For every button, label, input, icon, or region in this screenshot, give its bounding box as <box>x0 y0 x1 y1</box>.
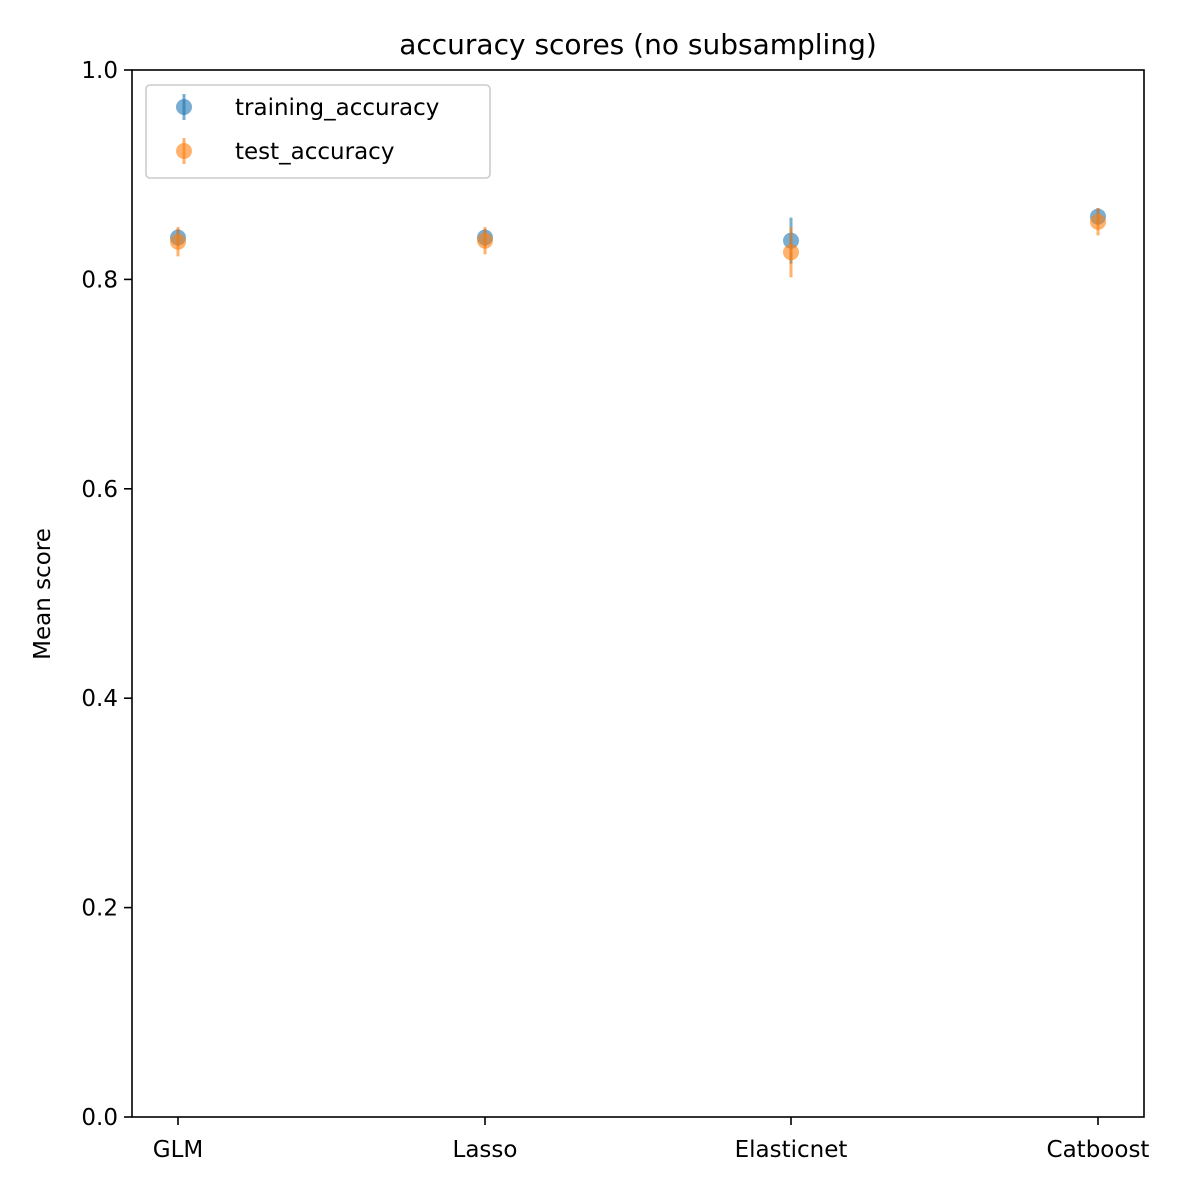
data-point <box>783 244 799 261</box>
plot-frame <box>131 69 1145 1118</box>
data-point <box>477 232 493 249</box>
y-axis-label: Mean score <box>30 528 56 660</box>
chart-title: accuracy scores (no subsampling) <box>399 28 877 61</box>
y-tick-label: 0.0 <box>81 1105 118 1131</box>
data-marks <box>170 208 1106 278</box>
legend-frame <box>145 84 491 179</box>
y-axis-ticks: 0.0 0.2 0.4 0.6 0.8 1.0 <box>81 58 132 1131</box>
y-tick-label: 0.6 <box>81 477 118 503</box>
x-tick-label: Elasticnet <box>735 1137 848 1163</box>
x-tick-label: Catboost <box>1047 1137 1150 1163</box>
x-axis-ticks: GLM Lasso Elasticnet Catboost <box>153 1117 1150 1163</box>
x-tick-label: GLM <box>153 1137 203 1163</box>
data-point <box>1090 213 1106 230</box>
y-tick-label: 0.2 <box>81 896 118 922</box>
y-tick-label: 1.0 <box>81 58 118 84</box>
data-point <box>170 233 186 250</box>
y-tick-label: 0.4 <box>81 686 118 712</box>
y-tick-label: 0.8 <box>81 267 118 293</box>
x-tick-label: Lasso <box>453 1137 518 1163</box>
legend-label: test_accuracy <box>235 139 394 165</box>
legend-marker <box>176 143 192 159</box>
legend: training_accuracy test_accuracy <box>145 84 491 179</box>
legend-label: training_accuracy <box>235 95 439 121</box>
legend-marker <box>176 99 192 115</box>
